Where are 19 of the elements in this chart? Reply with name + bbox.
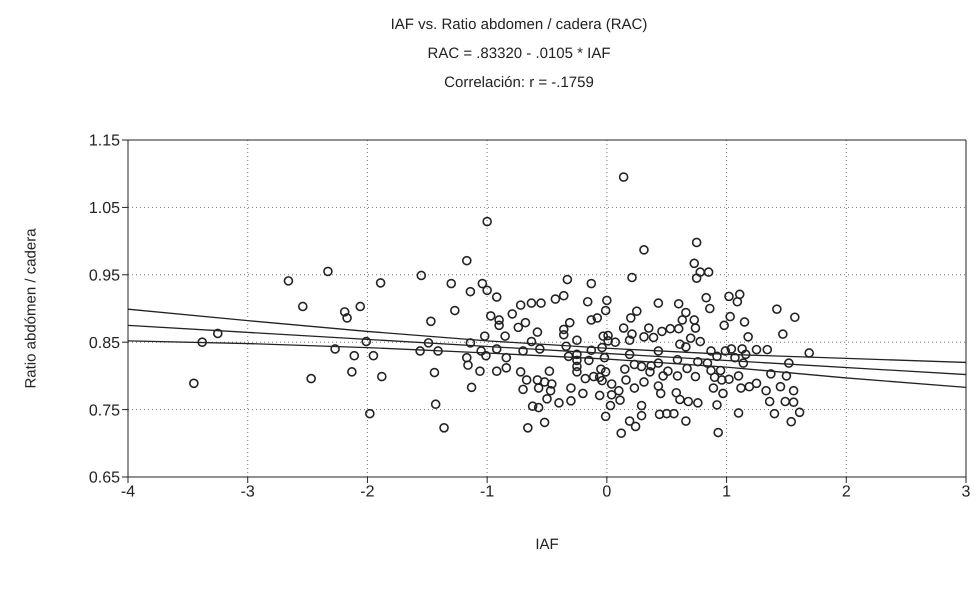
y-tick-label: 1.05 bbox=[88, 200, 120, 218]
y-tick-label: 0.85 bbox=[88, 334, 120, 352]
x-tick-label: -1 bbox=[480, 483, 494, 500]
text: Correlación: r = -.1759 bbox=[443, 73, 595, 93]
y-tick-label: 0.75 bbox=[88, 402, 120, 420]
chart-title: IAF vs. Ratio abdomen / cadera (RAC) bbox=[390, 15, 648, 35]
y-tick-label: 0.95 bbox=[88, 267, 120, 284]
y-tick-label: 1.15 bbox=[88, 132, 120, 150]
x-tick-label: -4 bbox=[120, 483, 136, 500]
chart-subtitle: RAC = .83320 - .0105 * IAF bbox=[426, 44, 612, 64]
x-axis-title: IAF bbox=[535, 536, 559, 553]
x-tick-label: 2 bbox=[842, 483, 851, 500]
x-tick-label: 1 bbox=[722, 483, 732, 500]
x-tick-label: -2 bbox=[360, 483, 375, 500]
y-axis-title: Ratio abdómen / cadera bbox=[22, 228, 40, 389]
x-tick-label: -3 bbox=[240, 483, 255, 500]
y-tick-label: 0.65 bbox=[88, 470, 120, 487]
x-tick-label: 0 bbox=[602, 483, 612, 500]
x-tick-label: 3 bbox=[962, 483, 971, 500]
